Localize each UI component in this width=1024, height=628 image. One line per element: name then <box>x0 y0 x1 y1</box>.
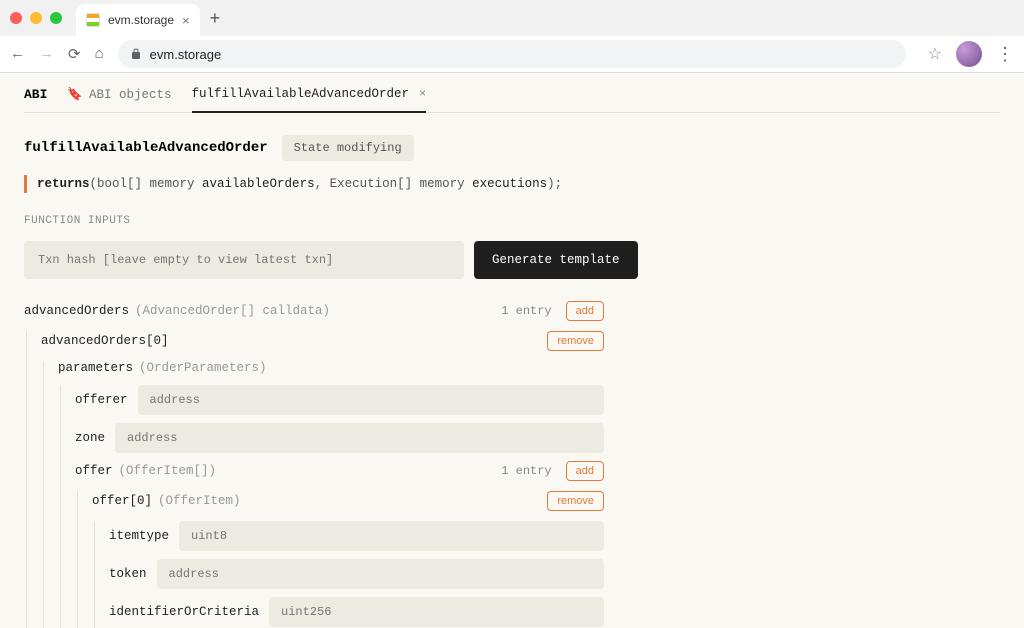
param-type: (OrderParameters) <box>139 361 267 375</box>
indent-level: itemtype token identifierOrCriteria <box>94 521 604 628</box>
section-label: FUNCTION INPUTS <box>24 215 1000 227</box>
param-name: parameters <box>58 361 133 375</box>
new-tab-button[interactable]: + <box>210 8 221 29</box>
tab-close-icon[interactable]: × <box>182 13 190 28</box>
entry-count: 1 entry <box>501 464 551 478</box>
tab-function[interactable]: fulfillAvailableAdvancedOrder × <box>192 87 427 113</box>
reload-button[interactable]: ⟳ <box>68 45 81 63</box>
tab-title: evm.storage <box>108 13 174 27</box>
browser-chrome: evm.storage × + ← → ⟳ ⌂ evm.storage ☆ ⋮ <box>0 0 1024 73</box>
indent-level: parameters (OrderParameters) offerer zon… <box>43 361 604 628</box>
add-button[interactable]: add <box>566 301 604 321</box>
page-content: ABI 🔖 ABI objects fulfillAvailableAdvanc… <box>0 73 1024 628</box>
field-input[interactable] <box>269 597 604 627</box>
field-label: identifierOrCriteria <box>109 605 259 619</box>
url-text: evm.storage <box>150 47 222 62</box>
field-zone: zone <box>75 423 604 453</box>
home-button[interactable]: ⌂ <box>95 45 104 63</box>
bookmark-star-icon[interactable]: ☆ <box>928 44 942 64</box>
function-name: fulfillAvailableAdvancedOrder <box>24 140 268 156</box>
tab-label: ABI objects <box>89 88 172 102</box>
function-title-row: fulfillAvailableAdvancedOrder State modi… <box>24 135 1000 161</box>
param-advancedOrders: advancedOrders (AdvancedOrder[] calldata… <box>24 301 604 321</box>
indent-level: advancedOrders[0] remove parameters (Ord… <box>26 331 604 628</box>
param-type: (OfferItem[]) <box>119 464 217 478</box>
returns-signature: returns(bool[] memory availableOrders, E… <box>24 175 1000 193</box>
close-tab-icon[interactable]: × <box>419 87 426 101</box>
window-controls <box>10 12 76 24</box>
add-button[interactable]: add <box>566 461 604 481</box>
params-tree: advancedOrders (AdvancedOrder[] calldata… <box>24 301 604 628</box>
indent-level: offerer zone offer (OfferItem[]) 1 e <box>60 385 604 628</box>
param-parameters: parameters (OrderParameters) <box>58 361 604 375</box>
txn-input-row: Generate template <box>24 241 1000 279</box>
maximize-window-button[interactable] <box>50 12 62 24</box>
returns-keyword: returns <box>37 177 90 191</box>
field-input[interactable] <box>138 385 604 415</box>
favicon <box>86 13 100 27</box>
field-itemtype: itemtype <box>109 521 604 551</box>
tab-bar: evm.storage × + <box>0 0 1024 36</box>
param-type: (AdvancedOrder[] calldata) <box>135 304 330 318</box>
param-offer-0: offer[0] (OfferItem) remove <box>92 491 604 511</box>
menu-kebab-icon[interactable]: ⋮ <box>996 44 1014 65</box>
remove-button[interactable]: remove <box>547 491 604 511</box>
param-name: offer[0] <box>92 494 152 508</box>
generate-template-button[interactable]: Generate template <box>474 241 638 279</box>
param-name: advancedOrders <box>24 304 129 318</box>
browser-tab[interactable]: evm.storage × <box>76 4 200 36</box>
field-label: itemtype <box>109 529 169 543</box>
state-badge: State modifying <box>282 135 414 161</box>
field-token: token <box>109 559 604 589</box>
minimize-window-button[interactable] <box>30 12 42 24</box>
field-input[interactable] <box>157 559 604 589</box>
address-bar: ← → ⟳ ⌂ evm.storage ☆ ⋮ <box>0 36 1024 72</box>
field-label: token <box>109 567 147 581</box>
txn-hash-input[interactable] <box>24 241 464 279</box>
profile-avatar[interactable] <box>956 41 982 67</box>
back-button[interactable]: ← <box>10 45 25 63</box>
remove-button[interactable]: remove <box>547 331 604 351</box>
param-type: (OfferItem) <box>158 494 241 508</box>
param-offer: offer (OfferItem[]) 1 entry add <box>75 461 604 481</box>
field-offerer: offerer <box>75 385 604 415</box>
field-input[interactable] <box>115 423 604 453</box>
nav-controls: ← → ⟳ ⌂ <box>10 45 104 63</box>
param-advancedOrders-0: advancedOrders[0] remove <box>41 331 604 351</box>
close-window-button[interactable] <box>10 12 22 24</box>
tab-abi-objects[interactable]: 🔖 ABI objects <box>67 87 171 112</box>
url-input[interactable]: evm.storage <box>118 40 906 68</box>
field-input[interactable] <box>179 521 604 551</box>
page-tabs: ABI 🔖 ABI objects fulfillAvailableAdvanc… <box>24 87 1000 113</box>
tab-label: fulfillAvailableAdvancedOrder <box>192 87 410 101</box>
bookmark-icon: 🔖 <box>67 87 83 102</box>
field-identifierOrCriteria: identifierOrCriteria <box>109 597 604 627</box>
param-name: advancedOrders[0] <box>41 334 169 348</box>
addr-tail: ☆ ⋮ <box>920 41 1014 67</box>
abi-heading: ABI <box>24 87 47 112</box>
param-name: offer <box>75 464 113 478</box>
field-label: offerer <box>75 393 128 407</box>
forward-button[interactable]: → <box>39 45 54 63</box>
entry-count: 1 entry <box>501 304 551 318</box>
lock-icon <box>130 48 142 60</box>
field-label: zone <box>75 431 105 445</box>
indent-level: offer[0] (OfferItem) remove itemtype <box>77 491 604 628</box>
